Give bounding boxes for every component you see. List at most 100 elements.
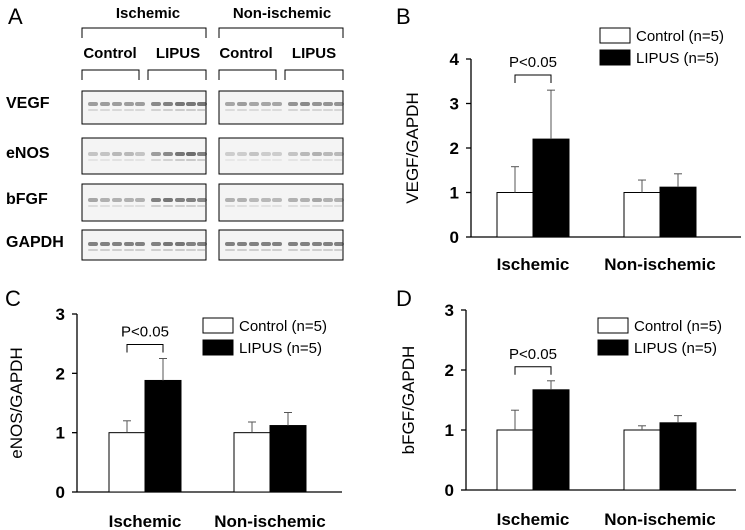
y-tick-label: 3 <box>450 95 459 114</box>
blot-band <box>175 152 185 156</box>
blot-band <box>300 109 310 111</box>
blot-band <box>272 109 282 111</box>
legend-label: LIPUS (n=5) <box>634 340 717 357</box>
blot-condition-label: LIPUS <box>156 45 200 62</box>
blot-band <box>225 205 235 207</box>
bar <box>233 432 271 493</box>
condition-bracket <box>81 69 140 80</box>
legend-label: Control (n=5) <box>634 318 722 335</box>
blot-band <box>312 198 322 202</box>
blot-band <box>175 242 185 246</box>
blot-band <box>312 152 322 156</box>
blot-band <box>323 102 333 106</box>
blot-band <box>186 159 196 161</box>
blot-band <box>88 242 98 246</box>
bar <box>659 186 697 238</box>
legend-swatch <box>202 317 234 334</box>
blot-band <box>323 249 333 251</box>
blot-band <box>225 159 235 161</box>
bar <box>532 389 570 491</box>
blot-band <box>197 198 207 202</box>
blot-band <box>135 205 145 207</box>
blot-band <box>272 152 282 156</box>
blot-band <box>312 159 322 161</box>
blot-band <box>186 198 196 202</box>
blot-band <box>288 242 298 246</box>
blot-band <box>151 242 161 246</box>
y-axis-label: VEGF/GAPDH <box>403 92 422 203</box>
significance-bracket <box>514 366 552 375</box>
blot-band <box>300 152 310 156</box>
x-tick-label: Ischemic <box>497 510 570 529</box>
y-tick-label: 2 <box>450 139 459 158</box>
blot-box <box>218 137 344 175</box>
blot-band <box>151 159 161 161</box>
blot-band <box>300 159 310 161</box>
blot-band <box>175 102 185 106</box>
bar <box>496 429 534 491</box>
blot-band <box>135 249 145 251</box>
blot-band <box>124 205 134 207</box>
blot-band <box>124 159 134 161</box>
blot-band <box>323 109 333 111</box>
blot-band <box>112 159 122 161</box>
blot-box <box>81 183 207 222</box>
chart-bfgf: 0 1 2 3 bFGF/GAPDH Ischemic Non-ischemic P<0.05… <box>399 301 736 529</box>
blot-band <box>300 205 310 207</box>
blot-band <box>300 242 310 246</box>
bar <box>144 379 182 493</box>
blot-band <box>272 159 282 161</box>
blot-band <box>300 249 310 251</box>
blot-band <box>225 249 235 251</box>
blot-band <box>272 102 282 106</box>
blot-band <box>112 109 122 111</box>
legend-swatch <box>202 339 234 356</box>
blot-band <box>225 152 235 156</box>
blot-band <box>135 102 145 106</box>
blot-band <box>312 102 322 106</box>
blot-band <box>272 249 282 251</box>
blot-band <box>261 242 271 246</box>
blot-band <box>163 102 173 106</box>
legend-swatch <box>599 27 631 44</box>
blot-band <box>186 249 196 251</box>
blot-band <box>151 109 161 111</box>
blot-band <box>186 152 196 156</box>
blot-band <box>237 198 247 202</box>
blot-band <box>312 249 322 251</box>
nonischemic-bracket <box>218 27 344 38</box>
blot-band <box>163 242 173 246</box>
blot-band <box>249 152 259 156</box>
blot-band <box>124 109 134 111</box>
blot-band <box>249 198 259 202</box>
y-tick-label: 0 <box>445 481 454 500</box>
blot-band <box>249 109 259 111</box>
y-tick-label: 2 <box>56 364 65 383</box>
blot-band <box>112 205 122 207</box>
blot-condition-label: Control <box>83 45 136 62</box>
bar <box>532 138 570 238</box>
blot-band <box>334 249 344 251</box>
blot-band <box>272 205 282 207</box>
blot-band <box>163 159 173 161</box>
protein-label-bfgf: bFGF <box>6 191 48 208</box>
blot-band <box>175 249 185 251</box>
blot-band <box>300 198 310 202</box>
blot-group-ischemic: Ischemic <box>116 5 180 22</box>
western-blot-panel: Ischemic Non-ischemic Control LIPUS Cont… <box>6 5 344 261</box>
blot-band <box>323 159 333 161</box>
blot-band <box>124 242 134 246</box>
bar <box>659 422 697 491</box>
blot-band <box>261 109 271 111</box>
legend-label: LIPUS (n=5) <box>239 340 322 357</box>
condition-bracket <box>147 69 207 80</box>
bar <box>269 425 307 493</box>
blot-band <box>237 102 247 106</box>
y-tick-label: 2 <box>445 361 454 380</box>
blot-band <box>88 249 98 251</box>
y-axis-label: eNOS/GAPDH <box>7 347 26 458</box>
y-tick-label: 1 <box>450 184 459 203</box>
blot-band <box>334 109 344 111</box>
blot-band <box>100 249 110 251</box>
